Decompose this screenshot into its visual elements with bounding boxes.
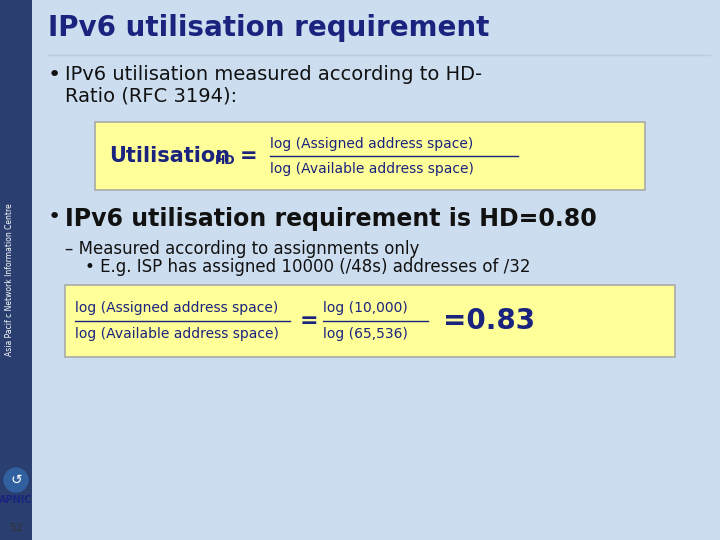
- Text: IPv6 utilisation measured according to HD-: IPv6 utilisation measured according to H…: [65, 65, 482, 84]
- Text: •: •: [48, 65, 61, 85]
- Text: =: =: [240, 146, 258, 166]
- Text: APNIC: APNIC: [0, 495, 32, 505]
- Text: HD: HD: [215, 154, 235, 167]
- Text: – Measured according to assignments only: – Measured according to assignments only: [65, 240, 419, 258]
- Text: IPv6 utilisation requirement is HD=0.80: IPv6 utilisation requirement is HD=0.80: [65, 207, 597, 231]
- Text: log (Assigned address space): log (Assigned address space): [75, 301, 278, 315]
- Circle shape: [4, 468, 28, 492]
- Text: • E.g. ISP has assigned 10000 (/48s) addresses of /32: • E.g. ISP has assigned 10000 (/48s) add…: [85, 258, 531, 276]
- Text: •: •: [48, 207, 61, 227]
- Text: ↺: ↺: [10, 473, 22, 487]
- Text: 52: 52: [9, 523, 23, 533]
- Bar: [0, 0, 32, 540]
- Text: log (Available address space): log (Available address space): [75, 327, 279, 341]
- Text: IPv6 utilisation requirement: IPv6 utilisation requirement: [48, 14, 490, 42]
- Text: =0.83: =0.83: [443, 307, 535, 335]
- Text: Asia Pacif c Network Information Centre: Asia Pacif c Network Information Centre: [6, 204, 14, 356]
- FancyBboxPatch shape: [95, 122, 645, 190]
- Text: log (10,000): log (10,000): [323, 301, 408, 315]
- Text: Utilisation: Utilisation: [109, 146, 230, 166]
- Text: log (65,536): log (65,536): [323, 327, 408, 341]
- Text: log (Available address space): log (Available address space): [270, 162, 474, 176]
- Text: log (Assigned address space): log (Assigned address space): [270, 137, 473, 151]
- FancyBboxPatch shape: [65, 285, 675, 357]
- Text: =: =: [300, 311, 319, 331]
- Text: Ratio (RFC 3194):: Ratio (RFC 3194):: [65, 87, 237, 106]
